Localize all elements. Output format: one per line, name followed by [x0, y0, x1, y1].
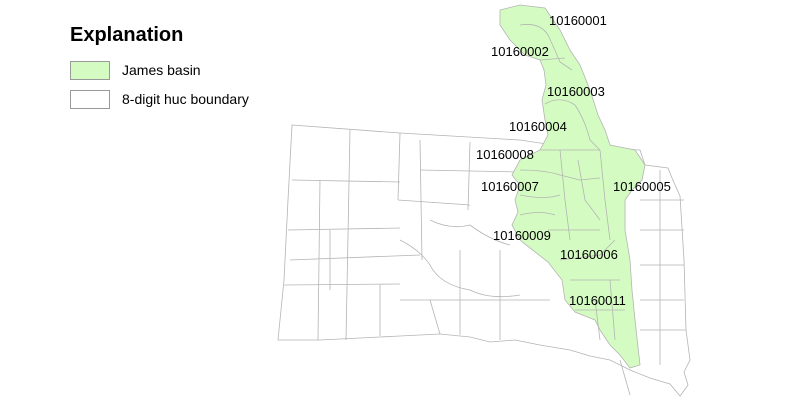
- legend-label: James basin: [122, 62, 201, 78]
- huc-boundaries: [519, 24, 625, 341]
- huc-label: 10160009: [493, 228, 551, 243]
- legend-swatch-green: [70, 60, 110, 80]
- legend-item-james-basin: James basin: [70, 60, 201, 80]
- huc-label: 10160003: [547, 84, 605, 99]
- huc-label: 10160001: [549, 13, 607, 28]
- legend-label: 8-digit huc boundary: [122, 91, 249, 107]
- huc-label: 10160008: [476, 147, 534, 162]
- huc-label: 10160006: [560, 247, 618, 262]
- legend-title: Explanation: [70, 24, 184, 46]
- huc-label: 10160005: [613, 179, 671, 194]
- huc-label: 10160002: [491, 44, 549, 59]
- huc-label: 10160007: [481, 179, 539, 194]
- huc-label: 10160011: [569, 293, 626, 308]
- james-basin: [499, 4, 646, 369]
- county-lines: [283, 129, 686, 396]
- legend-swatch-white: [70, 89, 110, 109]
- huc-label: 10160004: [509, 119, 567, 134]
- legend-item-huc-boundary: 8-digit huc boundary: [70, 89, 249, 109]
